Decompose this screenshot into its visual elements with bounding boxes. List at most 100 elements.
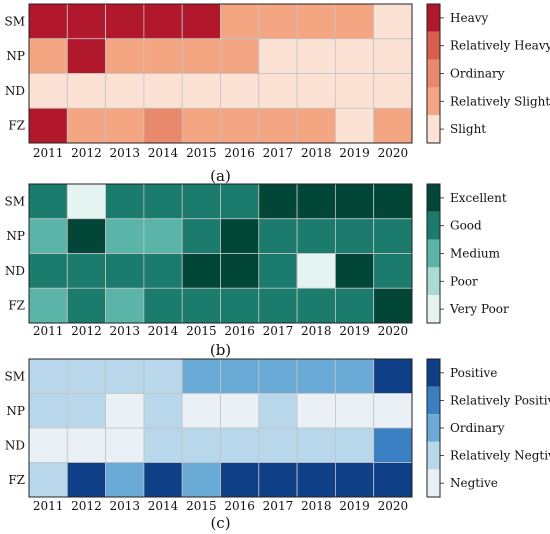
heatmap-cell xyxy=(373,183,413,220)
heatmap-cell xyxy=(28,287,68,324)
x-tick-label: 2018 xyxy=(301,324,332,338)
heatmap-cell xyxy=(105,393,145,429)
heatmap-cell xyxy=(258,287,298,324)
panel-label: (a) xyxy=(210,167,231,185)
heatmap-cell xyxy=(143,287,183,324)
legend-swatch xyxy=(427,59,440,88)
heatmap-cell xyxy=(66,393,107,429)
heatmap-cell xyxy=(296,3,336,40)
heatmap-cell xyxy=(296,253,336,289)
heatmap-cell xyxy=(258,393,298,429)
heatmap-cell xyxy=(66,38,107,74)
legend-swatch xyxy=(427,239,440,268)
heatmap-cell xyxy=(334,253,375,289)
legend-label: Heavy xyxy=(450,11,489,25)
heatmap-cell xyxy=(220,73,260,109)
heatmap-cell xyxy=(181,107,221,144)
x-tick-label: 2017 xyxy=(263,146,294,160)
legend-label: Relatively Positive xyxy=(450,393,550,407)
heatmap-cell xyxy=(334,427,375,463)
heatmap-cell xyxy=(296,427,336,463)
legend-label: Ordinary xyxy=(450,421,505,435)
legend-frame xyxy=(426,358,441,498)
heatmap-cell xyxy=(28,3,68,40)
heatmap-cell xyxy=(220,287,260,324)
x-tick-label: 2019 xyxy=(339,146,370,160)
heatmap-cell xyxy=(28,73,68,109)
heatmap-cell xyxy=(181,218,221,254)
legend-label: Positive xyxy=(450,366,497,380)
x-tick-label: 2017 xyxy=(263,324,294,338)
x-tick-label: 2020 xyxy=(378,499,409,513)
legend-swatch xyxy=(427,267,440,296)
heatmap-cell xyxy=(143,253,183,289)
y-tick-label: FZ xyxy=(8,473,25,487)
legend-label: Relatively Heavy xyxy=(450,39,550,53)
x-tick-label: 2016 xyxy=(224,146,255,160)
legend-label: Poor xyxy=(450,274,478,288)
heatmap-cell xyxy=(66,287,107,324)
x-tick-label: 2017 xyxy=(263,499,294,513)
legend-swatch xyxy=(427,295,440,323)
heatmap-cell xyxy=(296,73,336,109)
legend-swatch xyxy=(427,184,440,212)
y-tick-label: FZ xyxy=(8,299,25,313)
heatmap-cell xyxy=(296,287,336,324)
heatmap-cell xyxy=(258,73,298,109)
heatmap-cell xyxy=(105,358,145,394)
legend-label: Good xyxy=(450,219,482,233)
legend-swatch xyxy=(427,441,440,470)
legend-label: Relatively Slight xyxy=(450,94,550,108)
heatmap-cell xyxy=(258,38,298,74)
heatmap-cell xyxy=(296,183,336,220)
x-tick-label: 2011 xyxy=(33,324,64,338)
legend-frame xyxy=(426,183,441,324)
heatmap-frame xyxy=(28,358,413,498)
legend-label: Very Poor xyxy=(449,302,509,316)
heatmap-cell xyxy=(181,183,221,220)
legend-swatch xyxy=(427,31,440,60)
heatmap-cell xyxy=(105,38,145,74)
heatmap-cell xyxy=(334,73,375,109)
legend-label: Medium xyxy=(450,247,501,261)
heatmap-cell xyxy=(105,183,145,220)
heatmap-cell xyxy=(105,218,145,254)
x-tick-label: 2011 xyxy=(33,499,64,513)
heatmap-cell xyxy=(334,183,375,220)
x-tick-label: 2020 xyxy=(378,324,409,338)
heatmap-cell xyxy=(181,253,221,289)
heatmap-cell xyxy=(373,73,413,109)
heatmap-cell xyxy=(258,218,298,254)
heatmap-cell xyxy=(181,462,221,498)
heatmap-cell xyxy=(105,253,145,289)
x-tick-label: 2018 xyxy=(301,146,332,160)
heatmap-cell xyxy=(220,462,260,498)
y-tick-label: SM xyxy=(4,14,25,28)
x-tick-label: 2013 xyxy=(109,324,140,338)
heatmap-cell xyxy=(28,38,68,74)
y-tick-label: NP xyxy=(6,404,25,418)
heatmap-cell xyxy=(105,462,145,498)
x-tick-label: 2015 xyxy=(186,499,217,513)
heatmap-cell xyxy=(28,462,68,498)
heatmap-cell xyxy=(334,107,375,144)
x-tick-label: 2012 xyxy=(71,146,102,160)
heatmap-cell xyxy=(373,218,413,254)
legend: Heavy Relatively Heavy Ordinary Relatively … xyxy=(426,3,550,144)
heatmap-cell xyxy=(258,107,298,144)
legend-swatch xyxy=(427,469,440,497)
heatmap-cell xyxy=(258,427,298,463)
heatmap-cell xyxy=(181,3,221,40)
heatmap-cell xyxy=(66,253,107,289)
heatmap-cell xyxy=(258,358,298,394)
x-tick-label: 2018 xyxy=(301,499,332,513)
heatmap-cell xyxy=(143,427,183,463)
heatmap-cell xyxy=(258,253,298,289)
heatmap-cell xyxy=(258,3,298,40)
legend: Excellent Good Medium Poor Very Poor xyxy=(426,183,509,324)
heatmap-cell xyxy=(334,393,375,429)
x-tick-label: 2019 xyxy=(339,499,370,513)
heatmap-cell xyxy=(220,183,260,220)
heatmap-cell xyxy=(334,218,375,254)
